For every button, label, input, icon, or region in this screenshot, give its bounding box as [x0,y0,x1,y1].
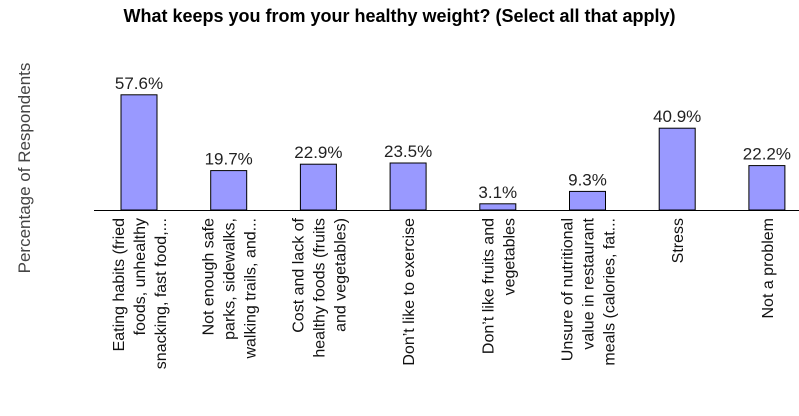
category-label: Don’t like fruits and [480,218,497,354]
category-label: healthy foods (fruits [311,218,328,358]
chart-title: What keeps you from your healthy weight?… [123,6,676,26]
bar [210,170,248,211]
data-label: 57.6% [115,74,163,93]
data-label: 23.5% [384,142,432,161]
data-label: 22.2% [743,145,791,164]
category-label: Don’t like to exercise [401,218,418,366]
bar [748,165,786,211]
bar [120,94,158,211]
labels-layer: 57.6% 19.7% 22.9% 23.5% 3.1% 9.3% 40.9% 22.2% [115,74,791,202]
category-label: vegetables [501,218,518,295]
data-label: 22.9% [294,143,342,162]
category-label: Eating habits (fried [111,218,128,351]
category-label: walking trails, and... [243,218,260,360]
category-label: snacking, fast food,... [153,218,170,369]
data-label: 19.7% [205,150,253,169]
category-label: Not a problem [760,218,777,319]
category-label: and vegetables) [332,218,349,332]
category-labels: Eating habits (fried foods, unhealthy snac… [111,217,777,369]
data-label: 3.1% [478,183,517,202]
bar [299,163,337,211]
bars-layer [120,94,786,211]
category-label: parks, sidewalks, [222,218,239,340]
category-label: value in restaurant [581,217,598,349]
y-axis-label: Percentage of Respondents [15,63,34,274]
bar [479,203,517,211]
bar [389,162,427,211]
category-label: Not enough safe [201,218,218,336]
bar [658,127,696,211]
category-label: Stress [670,218,687,263]
category-label: foods, unhealthy [132,218,149,335]
category-label: Cost and lack of [290,217,307,332]
category-label: meals (calories, fat... [602,218,619,366]
category-label: Unsure of nutritional [560,218,577,361]
data-label: 40.9% [653,107,701,126]
bar [569,190,606,211]
data-label: 9.3% [568,170,607,189]
